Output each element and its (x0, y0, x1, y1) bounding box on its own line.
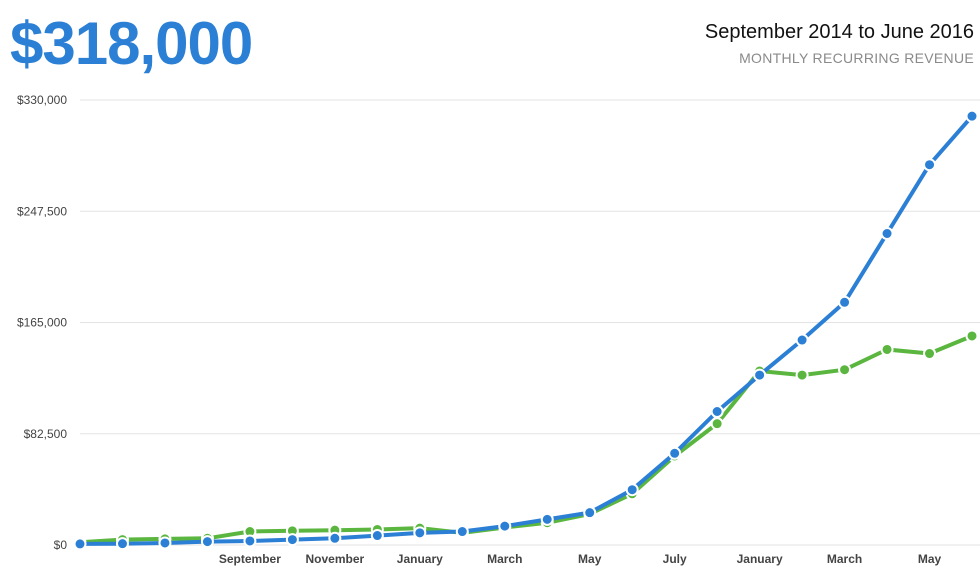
x-tick-label: May (918, 552, 942, 566)
series-green (73, 329, 979, 549)
data-point-green[interactable] (880, 342, 894, 356)
series-line-blue (78, 114, 974, 546)
data-point-blue[interactable] (115, 537, 129, 551)
y-tick-label: $0 (54, 538, 68, 552)
x-tick-label: July (663, 552, 687, 566)
data-point-blue[interactable] (328, 531, 342, 545)
series-line-green (78, 334, 974, 545)
data-point-blue[interactable] (838, 295, 852, 309)
x-tick-label: January (397, 552, 443, 566)
series-blue (73, 109, 979, 551)
data-point-green[interactable] (838, 363, 852, 377)
chart-subtitle: MONTHLY RECURRING REVENUE (739, 50, 974, 66)
data-point-blue[interactable] (540, 512, 554, 526)
data-point-green[interactable] (965, 329, 979, 343)
date-range: September 2014 to June 2016 (704, 21, 974, 43)
data-point-green[interactable] (795, 368, 809, 382)
grid-lines (80, 99, 980, 546)
data-point-blue[interactable] (455, 525, 469, 539)
x-tick-label: May (578, 552, 602, 566)
x-tick-label: January (737, 552, 783, 566)
data-point-blue[interactable] (923, 158, 937, 172)
y-tick-label: $165,000 (17, 316, 67, 330)
headline-value: $318,000 (10, 10, 253, 77)
data-point-blue[interactable] (158, 536, 172, 550)
data-point-blue[interactable] (880, 227, 894, 240)
data-point-blue[interactable] (795, 333, 809, 347)
data-point-blue[interactable] (200, 535, 214, 549)
x-tick-label: March (487, 552, 522, 566)
data-point-blue[interactable] (668, 446, 682, 460)
data-point-green[interactable] (923, 347, 937, 361)
x-axis-ticks: September November January March May July Janu… (219, 552, 942, 566)
data-point-blue[interactable] (583, 506, 597, 520)
data-point-blue[interactable] (625, 483, 639, 497)
data-point-blue[interactable] (498, 519, 512, 533)
x-tick-label: September (219, 552, 281, 566)
data-point-blue[interactable] (753, 368, 767, 382)
y-tick-label: $247,500 (17, 204, 67, 218)
data-point-blue[interactable] (243, 534, 257, 548)
y-axis-ticks: $0 $82,500 $165,000 $247,500 $330,000 (17, 93, 67, 552)
data-point-blue[interactable] (370, 529, 384, 543)
data-point-green[interactable] (710, 417, 724, 431)
data-point-blue[interactable] (710, 405, 724, 418)
data-point-blue[interactable] (413, 526, 427, 540)
series-lines (73, 109, 979, 551)
x-tick-label: March (827, 552, 862, 566)
y-tick-label: $330,000 (17, 93, 67, 107)
x-tick-label: November (306, 552, 365, 566)
data-point-blue[interactable] (965, 109, 979, 123)
y-tick-label: $82,500 (24, 427, 68, 441)
data-point-blue[interactable] (73, 537, 87, 551)
data-point-blue[interactable] (285, 533, 299, 547)
